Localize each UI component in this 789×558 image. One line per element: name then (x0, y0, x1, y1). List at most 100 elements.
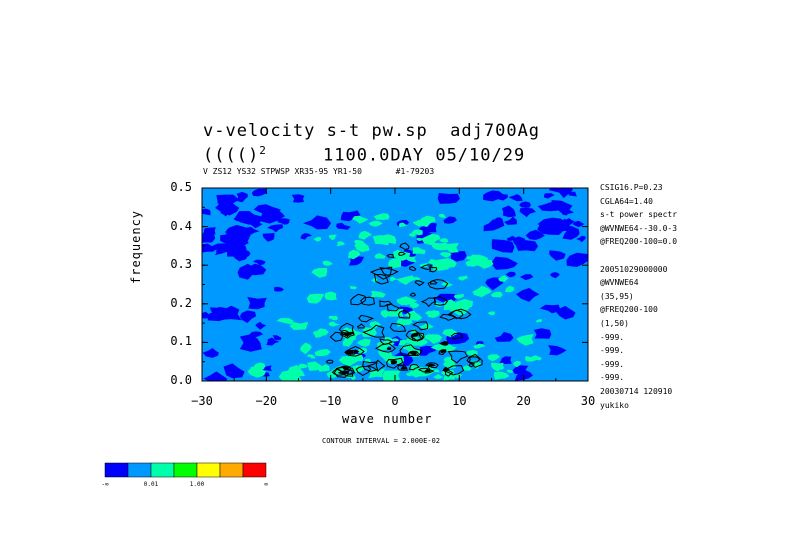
mid-power-region (433, 373, 444, 379)
mid-power-region (506, 369, 513, 373)
mid-power-region (391, 338, 400, 342)
x-tick-label: 10 (452, 394, 467, 408)
low-power-region (506, 235, 516, 241)
low-power-region (419, 222, 437, 234)
colorbar-swatch (242, 462, 267, 478)
contour-line (438, 340, 449, 346)
mid-power-region (380, 309, 394, 318)
mid-power-region (473, 343, 486, 349)
contour-line (389, 322, 407, 333)
info-line: @FREQ200-100=0.0 (600, 237, 678, 247)
low-power-region (572, 220, 585, 228)
low-power-region (273, 286, 284, 292)
low-power-region (202, 348, 219, 358)
low-power-region (504, 216, 517, 225)
low-power-region (566, 252, 588, 267)
low-power-region (267, 224, 284, 233)
info-line: -999. (600, 346, 625, 356)
contour-line (446, 309, 464, 320)
low-power-region (561, 218, 575, 226)
mid-power-region (419, 263, 429, 267)
low-power-region (519, 274, 534, 281)
info-line: 20030714 120910 (600, 387, 673, 396)
chart-title: v-velocity s-t pw.sp adj700Ag (203, 121, 541, 141)
low-power-region (443, 216, 457, 224)
mid-power-region (320, 349, 329, 356)
low-power-region (556, 306, 576, 320)
contour-line (386, 357, 404, 369)
mid-power-region (421, 334, 443, 344)
y-tick-label: 0.5 (170, 180, 192, 194)
mid-power-region (454, 374, 462, 379)
mid-power-region (416, 238, 423, 241)
y-tick-label: 0.3 (170, 257, 192, 272)
title-exponent: 2 (259, 144, 267, 157)
low-power-region (249, 331, 264, 338)
contour-line (414, 280, 425, 287)
y-tick-label: 0.2 (170, 295, 192, 310)
low-power-region (516, 288, 540, 302)
y-axis-label: frequency (129, 209, 143, 284)
mid-power-region (338, 356, 361, 367)
mid-power-region (369, 321, 381, 329)
low-power-region (233, 215, 245, 222)
contour-line (358, 314, 375, 323)
mid-power-region (317, 364, 330, 372)
mid-power-region (285, 373, 303, 381)
low-power-region (494, 194, 508, 201)
low-power-region (216, 194, 240, 206)
mid-power-region (373, 213, 390, 220)
mid-power-region (381, 234, 397, 244)
contour-line (428, 266, 438, 273)
low-power-region (543, 193, 555, 199)
mid-power-region (328, 234, 337, 241)
title-units: (((() (203, 145, 260, 166)
mid-power-region (393, 249, 408, 259)
low-power-region (549, 250, 566, 261)
low-power-region (210, 307, 225, 317)
mid-power-region (452, 299, 474, 313)
mid-power-region (318, 330, 327, 335)
contour-line (467, 356, 481, 363)
info-line: -999. (600, 359, 625, 369)
info-line: (35,95) (600, 291, 634, 301)
contour-line (362, 361, 379, 372)
info-line: @FREQ200-100 (600, 305, 658, 315)
mid-power-region (358, 230, 372, 240)
contour-core (343, 332, 352, 338)
low-power-region (291, 194, 305, 203)
mid-power-region (324, 291, 337, 301)
contour-core (400, 365, 408, 370)
x-tick-label: −10 (319, 394, 342, 408)
colorbar-label: -∞ (101, 481, 109, 488)
low-power-region (494, 331, 514, 342)
low-power-region (203, 227, 216, 236)
contour-line (338, 322, 355, 335)
contour-core (353, 349, 360, 354)
mid-power-region (307, 361, 325, 371)
mid-power-region (491, 362, 504, 372)
info-line: (1,50) (600, 319, 629, 328)
low-power-region (255, 321, 267, 330)
contour-line (397, 364, 408, 371)
low-power-region (502, 205, 516, 218)
mid-power-region (300, 342, 312, 355)
contour-line (329, 331, 343, 342)
chart-title-line2: (((()2 1100.0DAY 05/10/29 (203, 144, 525, 166)
mid-power-region (382, 370, 401, 381)
low-power-region (417, 345, 436, 356)
low-power-region (215, 249, 226, 256)
mid-power-region (487, 354, 501, 362)
contour-core (346, 350, 354, 356)
low-power-region (227, 243, 247, 257)
mid-power-region (444, 344, 457, 352)
info-line: @WVNWE64 (600, 278, 639, 288)
mid-power-region (531, 355, 542, 361)
mid-power-region (512, 360, 521, 368)
chart-subtitle: V ZS12 YS32 STPWSP XR35-95 YR1-50 #1-792… (203, 167, 435, 176)
low-power-region (257, 206, 274, 214)
contour-line (398, 251, 406, 256)
low-power-region (272, 335, 282, 341)
mid-power-region (372, 221, 381, 225)
